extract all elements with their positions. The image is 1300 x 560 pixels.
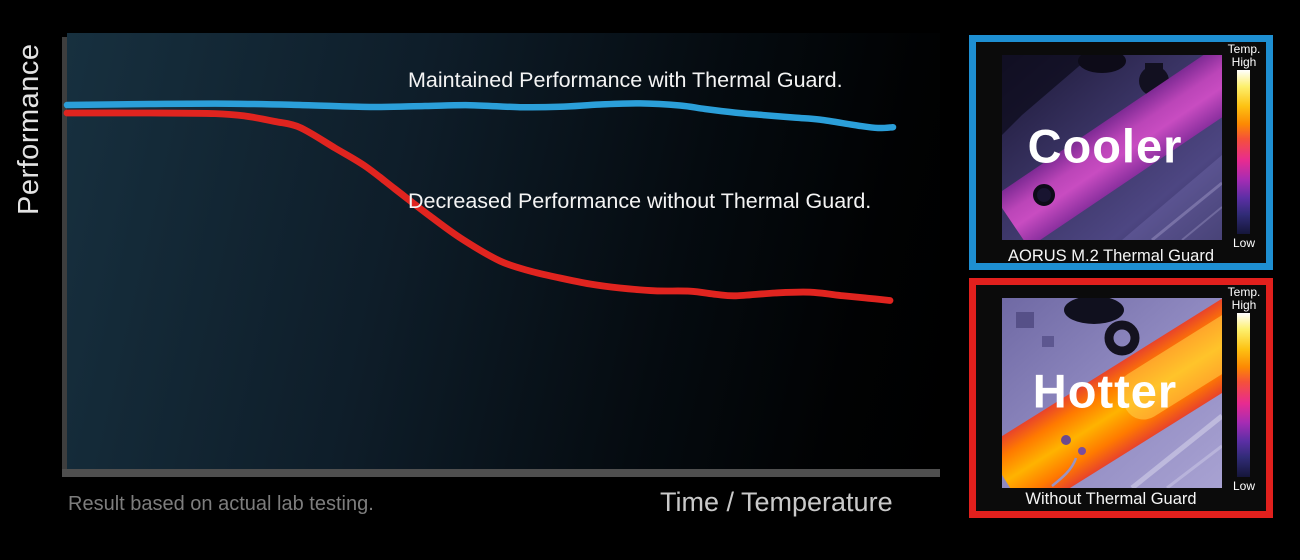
red-line-decreased-performance <box>63 109 894 304</box>
line-chart-svg <box>63 100 897 304</box>
thermal-image-cool-graphic <box>1002 55 1222 240</box>
cooler-caption: AORUS M.2 Thermal Guard <box>1007 247 1214 265</box>
panel-cooler-with-thermal-guard: Cooler AORUS M.2 Thermal Guard Temp. Hig… <box>969 35 1273 270</box>
thermal-image-with-guard: Cooler <box>1002 55 1222 240</box>
dark-corner-shadow <box>1002 55 1092 135</box>
scale-title: Temp. <box>1227 42 1261 56</box>
temp-scale-hotter: Temp. High Low <box>1222 285 1266 495</box>
connector-silhouette <box>1064 298 1124 324</box>
thermal-image-hot-graphic <box>1002 298 1222 488</box>
thermal-image-without-guard: Hotter <box>1002 298 1222 488</box>
temp-scale-cooler: Temp. High Low <box>1222 42 1266 252</box>
cooler-label: Cooler <box>1027 118 1183 172</box>
m2-ssd-thermal-band <box>1002 55 1222 240</box>
scale-high-label: High <box>1231 55 1257 69</box>
y-axis-label: Performance <box>13 43 45 215</box>
footnote: Result based on actual lab testing. <box>68 493 374 515</box>
wire <box>1051 457 1078 487</box>
x-axis-label: Time / Temperature <box>660 487 893 517</box>
m2-ssd-hot-band <box>1002 298 1222 488</box>
hotter-caption: Without Thermal Guard <box>1025 490 1197 508</box>
panel-hotter-without-thermal-guard: Hotter Without Thermal Guard Temp. High … <box>969 278 1273 518</box>
scale-high-label: High <box>1231 298 1257 312</box>
scale-low-label: Low <box>1232 236 1255 250</box>
hotter-label: Hotter <box>1032 364 1178 418</box>
scale-title: Temp. <box>1227 285 1261 299</box>
loop-silhouette <box>1104 320 1140 356</box>
blue-line-maintained-performance <box>63 100 897 132</box>
scale-low-label: Low <box>1232 479 1255 493</box>
component-dot <box>1061 435 1071 445</box>
temp-gradient-bar <box>1237 70 1250 234</box>
annotation-maintained: Maintained Performance with Thermal Guar… <box>408 68 843 92</box>
temp-gradient-bar <box>1237 313 1250 477</box>
y-axis-line <box>62 37 67 477</box>
annotation-decreased: Decreased Performance without Thermal Gu… <box>408 189 872 213</box>
pcb-pad <box>1016 312 1034 328</box>
screw-icon <box>1033 184 1055 206</box>
x-axis-line <box>62 469 940 477</box>
screw-silhouette <box>1078 55 1126 73</box>
